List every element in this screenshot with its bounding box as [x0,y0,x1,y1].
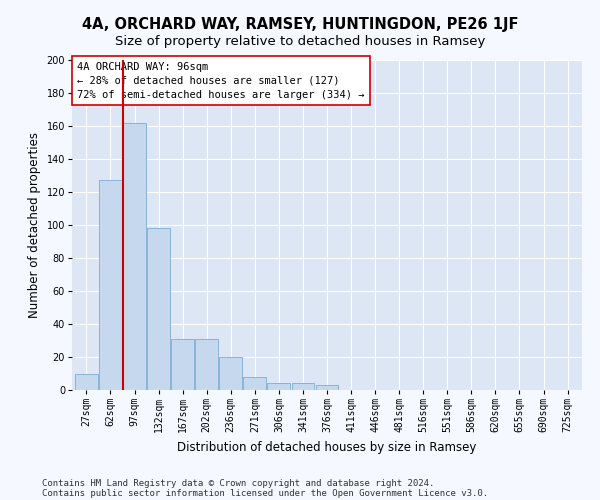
Bar [123,122,146,390]
Bar [171,339,194,390]
Bar [244,377,266,390]
Text: 4A, ORCHARD WAY, RAMSEY, HUNTINGDON, PE26 1JF: 4A, ORCHARD WAY, RAMSEY, HUNTINGDON, PE2… [82,18,518,32]
Bar [75,374,98,390]
Bar [195,339,218,390]
Text: 4A ORCHARD WAY: 96sqm
← 28% of detached houses are smaller (127)
72% of semi-det: 4A ORCHARD WAY: 96sqm ← 28% of detached … [77,62,365,100]
X-axis label: Distribution of detached houses by size in Ramsey: Distribution of detached houses by size … [178,440,476,454]
Bar [147,228,170,390]
Bar [220,357,242,390]
Text: Size of property relative to detached houses in Ramsey: Size of property relative to detached ho… [115,35,485,48]
Text: Contains HM Land Registry data © Crown copyright and database right 2024.: Contains HM Land Registry data © Crown c… [42,478,434,488]
Text: Contains public sector information licensed under the Open Government Licence v3: Contains public sector information licen… [42,488,488,498]
Bar [99,180,122,390]
Bar [316,385,338,390]
Y-axis label: Number of detached properties: Number of detached properties [28,132,41,318]
Bar [292,384,314,390]
Bar [268,384,290,390]
